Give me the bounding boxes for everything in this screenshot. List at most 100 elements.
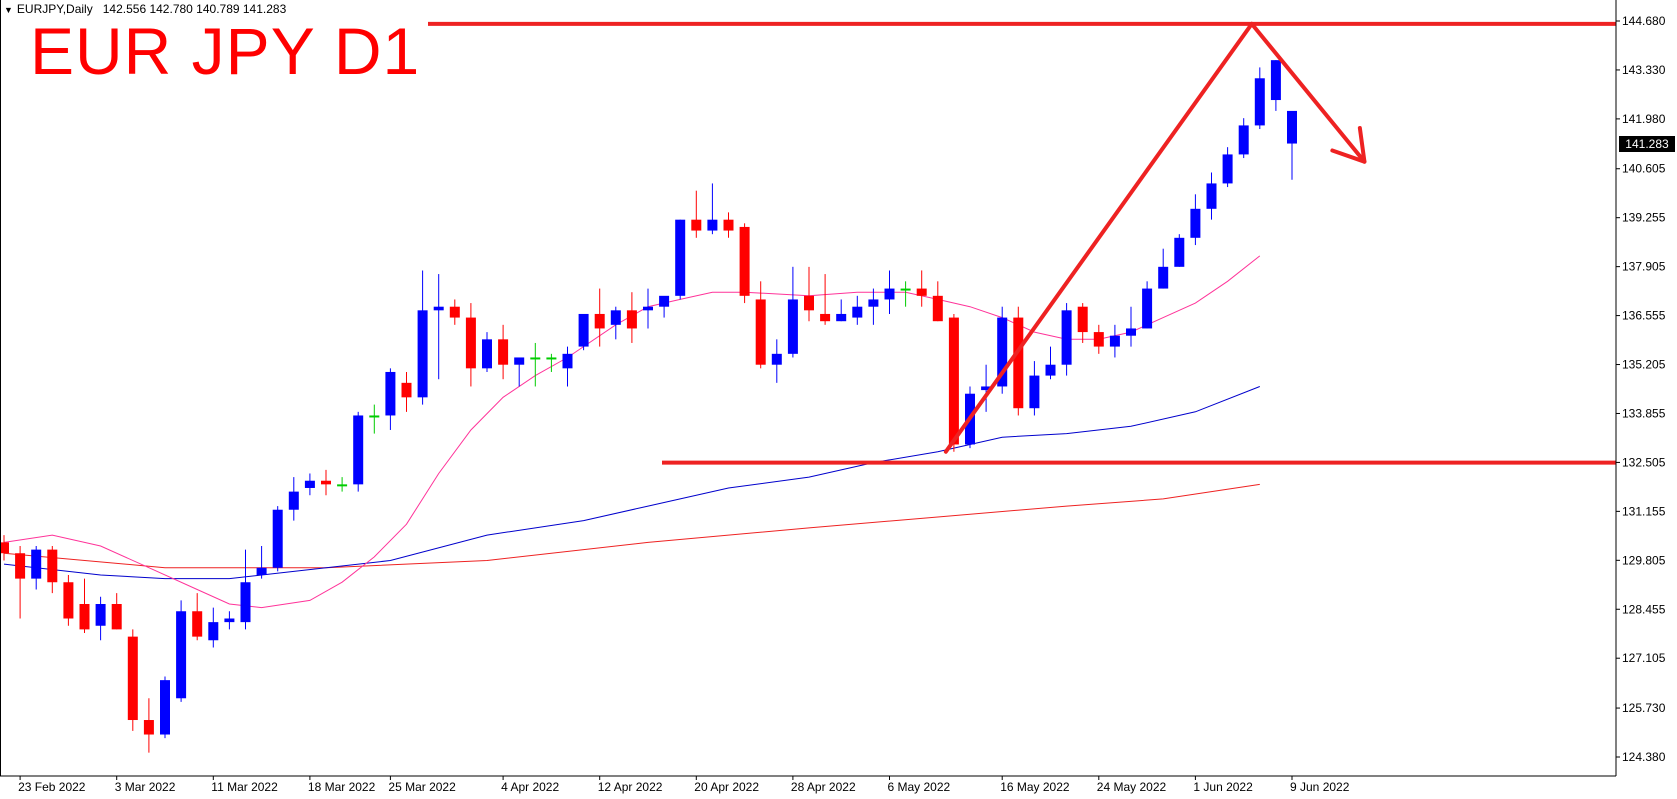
- candle: [95, 596, 106, 641]
- candle-body: [530, 357, 541, 360]
- x-tick-label: 1 Jun 2022: [1193, 780, 1253, 794]
- candle: [562, 346, 573, 387]
- y-tick-label: 124.380: [1622, 750, 1666, 764]
- y-tick-label: 136.555: [1622, 309, 1666, 323]
- x-tick-label: 6 May 2022: [888, 780, 951, 794]
- candle: [47, 545, 58, 594]
- candle: [1222, 147, 1233, 188]
- candle-body: [63, 582, 74, 619]
- candle-body: [369, 415, 380, 418]
- candle: [900, 281, 911, 307]
- x-tick-label: 9 Jun 2022: [1290, 780, 1350, 794]
- candle-body: [1109, 335, 1120, 347]
- x-tick-label: 23 Feb 2022: [18, 780, 86, 794]
- candle-body: [31, 549, 42, 579]
- candle: [1158, 248, 1169, 289]
- candle-body: [1077, 306, 1088, 333]
- candle: [1061, 303, 1072, 376]
- candle: [1254, 67, 1265, 130]
- y-tick-label: 135.205: [1622, 358, 1666, 372]
- candle: [224, 611, 235, 630]
- candle-body: [546, 357, 557, 360]
- candle: [256, 545, 267, 579]
- candle-body: [755, 299, 766, 365]
- candle: [1045, 346, 1056, 380]
- candle-body: [1061, 310, 1072, 365]
- candle-body: [610, 310, 621, 325]
- candle-body: [433, 306, 444, 311]
- candle: [707, 183, 718, 235]
- candle-body: [997, 317, 1008, 387]
- candle-body: [1270, 60, 1281, 101]
- candle-body: [0, 542, 9, 554]
- candle-body: [675, 219, 686, 296]
- candle: [321, 469, 331, 496]
- candle-body: [240, 582, 251, 623]
- candle: [1126, 306, 1136, 347]
- candle-body: [337, 484, 348, 487]
- y-tick-label: 139.255: [1622, 211, 1666, 225]
- up-trend-line: [943, 21, 1254, 454]
- candle-body: [900, 288, 911, 291]
- candle-body: [594, 313, 605, 329]
- candle-body: [417, 310, 428, 398]
- candle-body: [916, 288, 927, 296]
- candle: [852, 295, 863, 325]
- candle-body: [868, 299, 879, 307]
- x-tick-label: 3 Mar 2022: [115, 780, 176, 794]
- y-tick-label: 140.605: [1622, 162, 1666, 176]
- candle-body: [160, 680, 170, 735]
- candle: [755, 281, 766, 369]
- x-tick-label: 11 Mar 2022: [211, 780, 278, 794]
- candle-body: [321, 480, 331, 485]
- candle-body: [578, 313, 589, 347]
- candle-body: [272, 509, 283, 568]
- candle-body: [932, 295, 943, 322]
- candle: [433, 274, 444, 380]
- candle-body: [79, 603, 90, 630]
- candle: [401, 371, 412, 412]
- candle: [79, 578, 90, 634]
- candle: [594, 288, 605, 347]
- candle-body: [836, 313, 847, 322]
- current-price-tag: 141.283: [1619, 136, 1675, 152]
- y-tick-label: 143.330: [1622, 63, 1666, 77]
- candle-body: [385, 371, 396, 416]
- candle: [449, 299, 460, 325]
- candle-body: [47, 549, 58, 583]
- candle-body: [1142, 288, 1153, 329]
- candle: [272, 506, 283, 572]
- candle-body: [449, 306, 460, 318]
- candle: [15, 545, 26, 619]
- candle: [143, 698, 154, 753]
- candle: [208, 607, 219, 648]
- candle-body: [1206, 183, 1217, 209]
- y-tick-label: 131.155: [1622, 504, 1666, 518]
- y-tick-label: 128.455: [1622, 602, 1666, 616]
- candle-body: [707, 219, 718, 231]
- candle-body: [1222, 154, 1233, 184]
- dropdown-triangle-icon[interactable]: ▼: [4, 5, 13, 15]
- candle-body: [1238, 125, 1249, 155]
- candle-body: [176, 611, 187, 699]
- candle: [578, 313, 589, 351]
- candle-body: [288, 491, 299, 510]
- symbol-label: EURJPY,Daily: [16, 2, 93, 16]
- candle-body: [739, 226, 750, 296]
- candle-body: [482, 339, 492, 369]
- candle: [337, 477, 348, 492]
- candle-body: [111, 603, 122, 630]
- candle: [836, 299, 847, 322]
- candle: [1190, 194, 1201, 246]
- ohlc-values: 142.556 142.780 140.789 141.283: [102, 2, 287, 16]
- candle: [482, 332, 492, 372]
- candle: [723, 212, 734, 238]
- candle: [820, 274, 831, 325]
- x-tick-label: 28 Apr 2022: [791, 780, 856, 794]
- candle: [385, 368, 396, 430]
- x-tick-label: 16 May 2022: [1000, 780, 1070, 794]
- candle-body: [626, 310, 637, 329]
- candle: [63, 574, 74, 626]
- candle-body: [659, 295, 670, 307]
